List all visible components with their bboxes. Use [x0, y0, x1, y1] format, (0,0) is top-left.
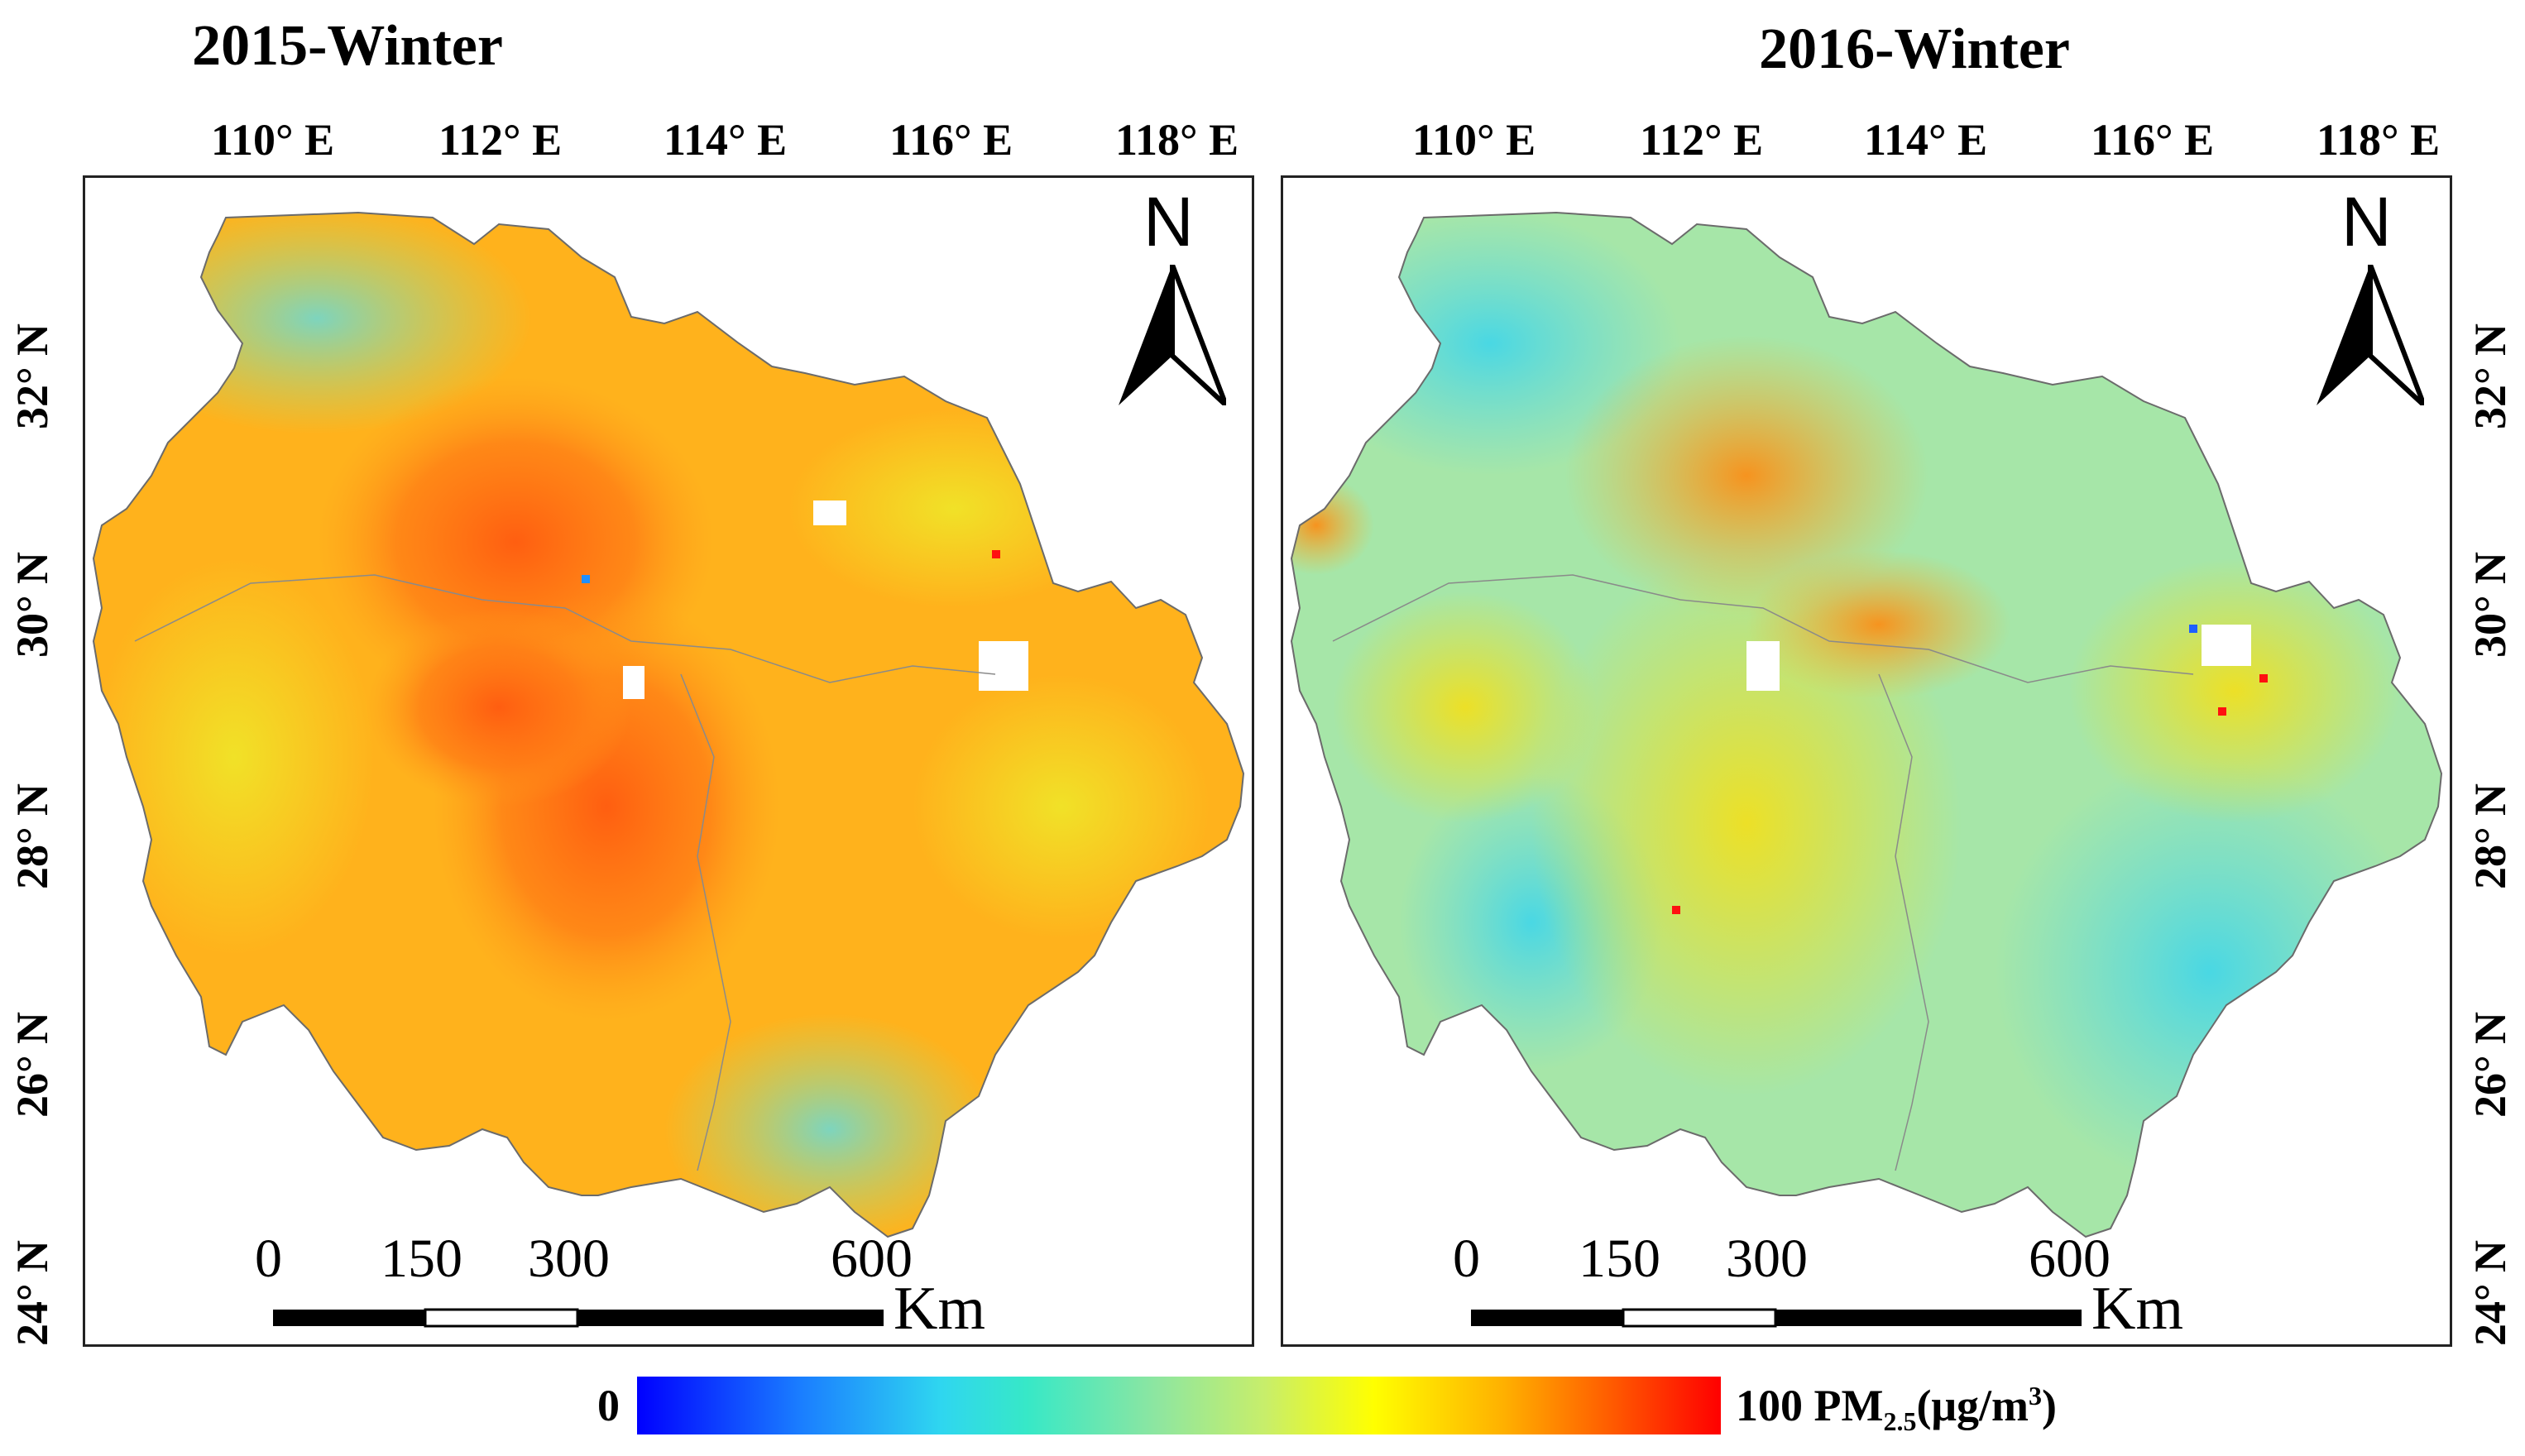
scale-tick-label: 0 — [1453, 1228, 1480, 1289]
north-label: N — [2341, 183, 2392, 261]
latitude-label: 26° N — [2465, 1011, 2516, 1118]
colorbar-max-label: 100 PM2.5(μg/m3) — [1736, 1380, 2057, 1437]
latitude-label: 24° N — [2465, 1239, 2516, 1347]
colorbar-unit-exponent: 3 — [2029, 1381, 2043, 1410]
colorbar-variable: PM — [1813, 1381, 1884, 1430]
north-label: N — [1143, 183, 1194, 261]
latitude-label: 30° N — [7, 551, 58, 659]
longitude-label: 116° E — [2091, 115, 2215, 165]
scale-tick-label: 150 — [1579, 1228, 1660, 1289]
scale-tick-label: 300 — [528, 1228, 610, 1289]
scale-tick-label: 300 — [1726, 1228, 1808, 1289]
longitude-label: 118° E — [1115, 115, 1239, 165]
latitude-label: 32° N — [7, 323, 58, 430]
colorbar-subscript: 2.5 — [1883, 1406, 1917, 1436]
longitude-label: 114° E — [664, 115, 788, 165]
colorbar — [637, 1377, 1721, 1434]
longitude-label: 112° E — [1640, 115, 1764, 165]
scale-unit: Km — [2091, 1275, 2183, 1343]
map-pm25-2015 — [92, 211, 1245, 1238]
panel-title: 2016-Winter — [1759, 17, 2070, 81]
colorbar-min-label: 0 — [597, 1381, 620, 1430]
latitude-label: 28° N — [2465, 783, 2516, 890]
scale-tick-label: 0 — [255, 1228, 282, 1289]
scale-tick-label: 600 — [831, 1228, 913, 1289]
north-arrow-icon — [2317, 265, 2424, 405]
latitude-label: 30° N — [2465, 551, 2516, 659]
panel-title: 2015-Winter — [192, 14, 503, 78]
map-pm25-2016 — [1290, 211, 2443, 1238]
latitude-label: 24° N — [7, 1239, 58, 1347]
latitude-label: 26° N — [7, 1011, 58, 1118]
latitude-label: 32° N — [2465, 323, 2516, 430]
scale-tick-label: 150 — [381, 1228, 462, 1289]
scale-bar — [1471, 1308, 2082, 1328]
longitude-label: 116° E — [889, 115, 1013, 165]
longitude-label: 118° E — [2317, 115, 2441, 165]
colorbar-unit-close: ) — [2042, 1381, 2058, 1430]
longitude-label: 110° E — [1412, 115, 1536, 165]
longitude-label: 110° E — [211, 115, 335, 165]
colorbar-max-value: 100 — [1736, 1381, 1803, 1430]
scale-tick-label: 600 — [2029, 1228, 2111, 1289]
colorbar-unit: (μg/m — [1916, 1381, 2029, 1430]
north-arrow-icon — [1119, 265, 1226, 405]
longitude-label: 114° E — [1864, 115, 1988, 165]
latitude-label: 28° N — [7, 783, 58, 890]
scale-unit: Km — [894, 1275, 985, 1343]
longitude-label: 112° E — [438, 115, 563, 165]
scale-bar — [273, 1308, 884, 1328]
